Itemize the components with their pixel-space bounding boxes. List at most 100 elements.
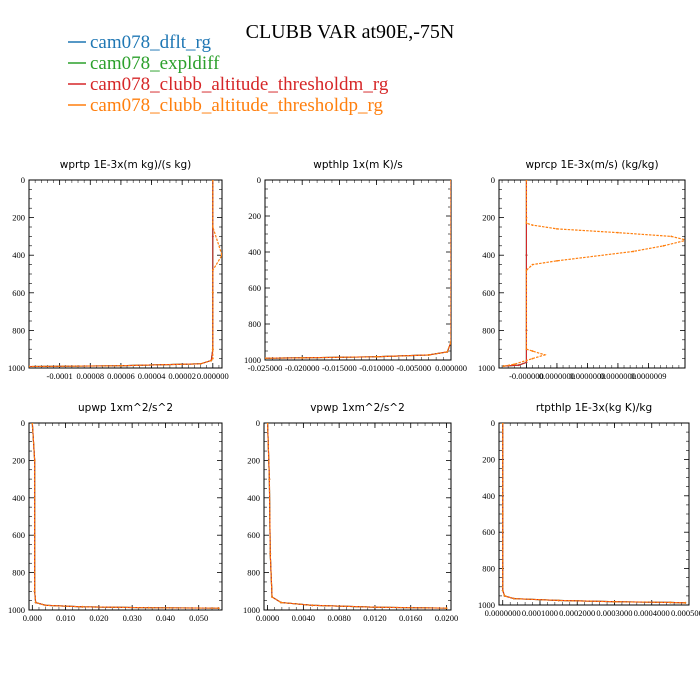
series-line-1 bbox=[502, 423, 686, 604]
series-point bbox=[669, 601, 672, 604]
series-point bbox=[33, 459, 36, 462]
panel-frame-1 bbox=[264, 179, 452, 361]
panel-title-1: wpthlp 1x(m K)/s bbox=[313, 159, 403, 171]
panel-3: upwp 1xm^2/s^2 0 200 400 600 800 10000.000 0.01… bbox=[8, 402, 223, 623]
xtick-label: 0.000000 bbox=[435, 363, 467, 373]
ytick-label: 200 bbox=[12, 213, 25, 223]
xtick-label: 0.000 bbox=[23, 613, 42, 623]
series-line-0 bbox=[502, 423, 686, 604]
xtick-label: 0.0003000 bbox=[596, 608, 632, 618]
panels: wprtp 1E-3x(m kg)/(s kg) 0 200 400 600 800 100… bbox=[8, 159, 700, 623]
ytick-label: 400 bbox=[248, 247, 261, 257]
ytick-label: 200 bbox=[482, 454, 495, 464]
series-point bbox=[34, 601, 37, 604]
series-point bbox=[120, 364, 122, 367]
series-line-0 bbox=[31, 423, 219, 609]
series-point bbox=[525, 361, 528, 364]
ytick-label: 400 bbox=[12, 493, 25, 503]
series-line-2 bbox=[31, 423, 219, 609]
ytick-label: 400 bbox=[12, 250, 25, 260]
series-point bbox=[513, 597, 515, 600]
panel-4: vpwp 1xm^2/s^2 0 200 400 600 800 10000.0000 0.0… bbox=[243, 402, 458, 623]
series-line-3 bbox=[502, 423, 686, 604]
xtick-label: 0.0080 bbox=[327, 613, 350, 623]
series-point bbox=[525, 222, 528, 225]
series-point bbox=[501, 513, 504, 515]
series-point bbox=[211, 357, 214, 360]
xtick-label: 0.030 bbox=[123, 613, 142, 623]
panel-series-4 bbox=[266, 423, 448, 610]
ytick-label: 800 bbox=[482, 564, 495, 574]
ytick-label: 0 bbox=[21, 418, 25, 428]
panel-frame-5 bbox=[498, 422, 690, 606]
series-point bbox=[525, 269, 528, 272]
series-line-1 bbox=[503, 180, 527, 367]
series-point bbox=[311, 604, 314, 607]
ytick-label: 200 bbox=[247, 455, 260, 465]
xtick-label: -0.0001 bbox=[47, 371, 73, 381]
series-point bbox=[613, 600, 616, 603]
series-point bbox=[525, 216, 528, 219]
series-point bbox=[686, 239, 688, 241]
panel-title-3: upwp 1xm^2/s^2 bbox=[78, 402, 173, 414]
series-point bbox=[670, 235, 673, 238]
panel-frame-0 bbox=[28, 179, 223, 369]
series-point bbox=[531, 357, 534, 360]
series-line-2 bbox=[267, 423, 447, 609]
series-point bbox=[632, 250, 635, 253]
panel-2: wprcp 1E-3x(m/s) (kg/kg) 0 200 400 600 800 100… bbox=[478, 159, 688, 381]
xtick-label: 0.0001000 bbox=[522, 608, 558, 618]
series-line-1 bbox=[265, 180, 451, 359]
ytick-label: 200 bbox=[248, 211, 261, 221]
series-point bbox=[617, 231, 619, 234]
series-line-0 bbox=[265, 180, 451, 359]
ytick-label: 800 bbox=[12, 568, 25, 578]
series-line-2 bbox=[503, 180, 527, 367]
series-point bbox=[525, 180, 528, 181]
ytick-label: 800 bbox=[12, 325, 25, 335]
xtick-label: -0.000000 bbox=[509, 371, 544, 381]
series-point bbox=[217, 607, 220, 610]
xtick-label: -0.005000 bbox=[396, 363, 431, 373]
panel-series-0 bbox=[29, 180, 222, 368]
series-point bbox=[450, 269, 451, 271]
series-point bbox=[517, 364, 520, 367]
series-point bbox=[446, 351, 449, 353]
series-point bbox=[501, 423, 504, 424]
ytick-label: 0 bbox=[491, 418, 495, 428]
xtick-label: 0.050 bbox=[189, 613, 208, 623]
ytick-label: 600 bbox=[12, 530, 25, 540]
ytick-label: 800 bbox=[482, 325, 495, 335]
series-point bbox=[199, 362, 202, 365]
series-point bbox=[525, 359, 528, 362]
series-point bbox=[450, 180, 451, 181]
ytick-label: 1000 bbox=[243, 605, 260, 615]
series-point bbox=[662, 244, 665, 247]
figure-title: CLUBB VAR at90E,-75N bbox=[246, 21, 455, 43]
ytick-label: 600 bbox=[12, 288, 25, 298]
series-point bbox=[531, 263, 534, 266]
series-point bbox=[503, 595, 506, 597]
ytick-label: 0 bbox=[256, 418, 260, 428]
xtick-label: 0.0004000 bbox=[634, 608, 670, 618]
xtick-label: 0.0000 bbox=[256, 613, 279, 623]
series-point bbox=[211, 235, 214, 238]
series-point bbox=[525, 254, 528, 257]
xtick-label: 0.040 bbox=[156, 613, 175, 623]
xtick-label: -0.020000 bbox=[285, 363, 320, 373]
series-point bbox=[44, 604, 47, 607]
panel-frame-4 bbox=[263, 422, 452, 611]
ytick-label: 600 bbox=[482, 288, 495, 298]
series-line-0 bbox=[503, 180, 527, 367]
ytick-label: 400 bbox=[482, 491, 495, 501]
series-point bbox=[81, 605, 84, 608]
series-point bbox=[271, 596, 273, 598]
panel-series-3 bbox=[31, 423, 220, 610]
series-line-3 bbox=[31, 423, 219, 609]
legend-label-3: cam078_clubb_altitude_thresholdp_rg bbox=[90, 95, 384, 116]
ytick-label: 200 bbox=[482, 213, 495, 223]
panel-0: wprtp 1E-3x(m kg)/(s kg) 0 200 400 600 800 100… bbox=[8, 159, 229, 381]
series-line-0 bbox=[29, 180, 214, 368]
series-point bbox=[268, 478, 271, 480]
